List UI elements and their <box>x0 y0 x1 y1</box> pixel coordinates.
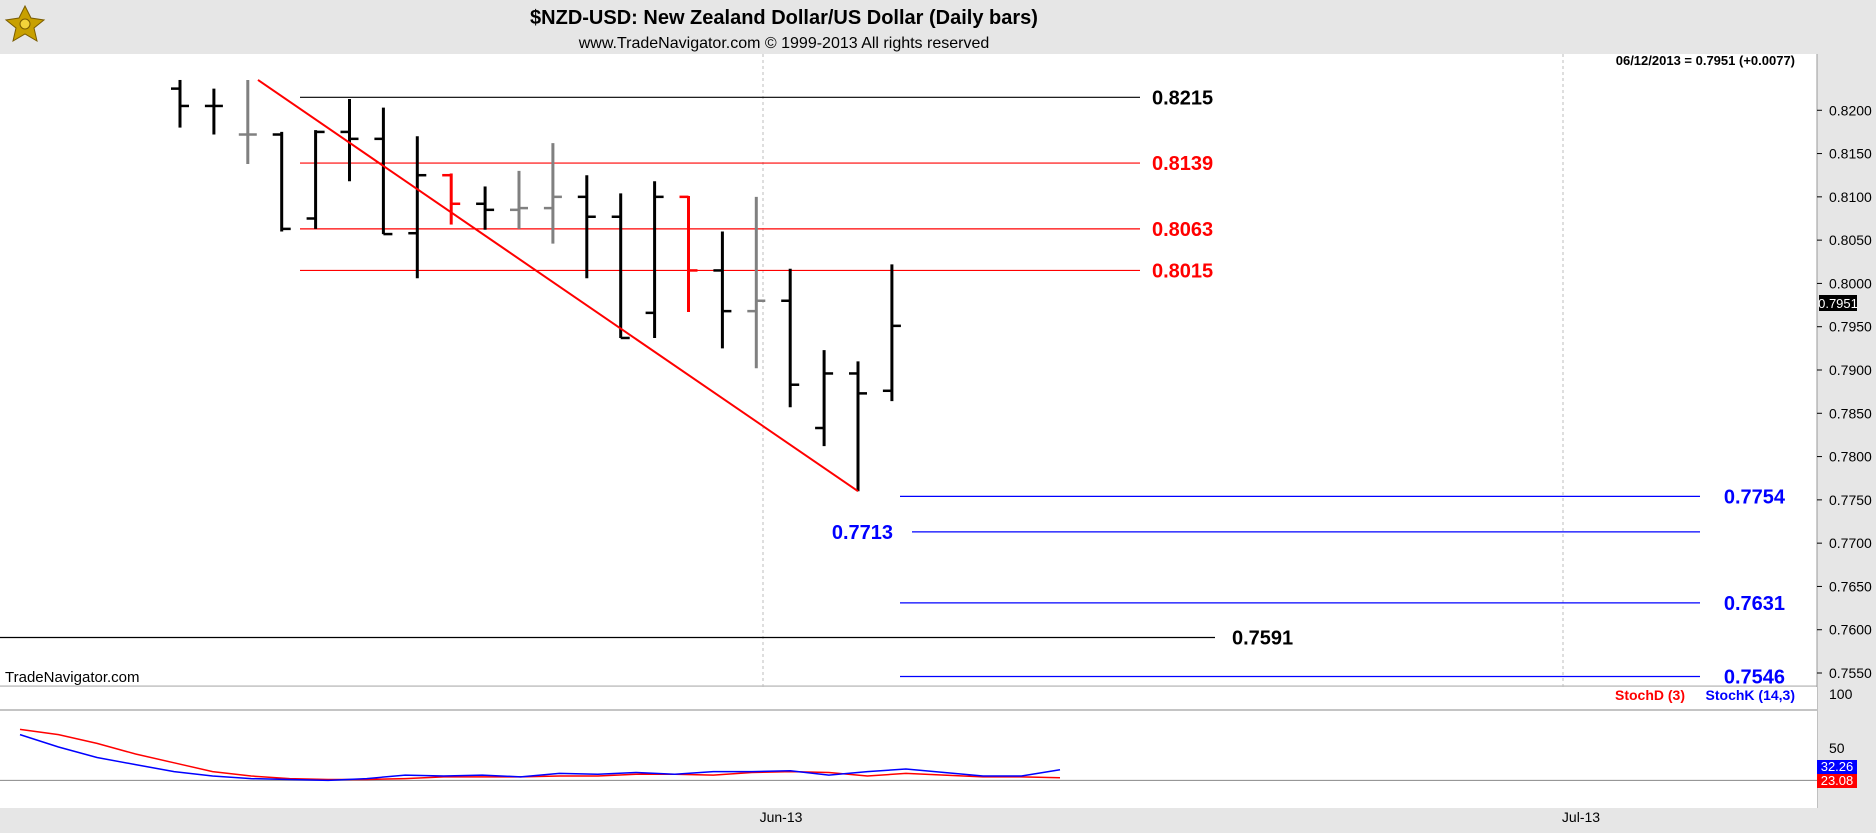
time-tick-label: Jul-13 <box>1562 809 1600 825</box>
level-label: 0.7631 <box>1724 593 1785 615</box>
stoch-tick-label: 50 <box>1829 740 1845 756</box>
stoch-series-line <box>19 733 1061 782</box>
logo-icon <box>4 4 46 43</box>
legend-stochd: StochD (3) <box>1615 687 1685 703</box>
ohlc-bar <box>442 173 461 225</box>
last-price-label: 0.7951 <box>1818 296 1858 311</box>
price-tick-label: 0.7900 <box>1829 362 1872 378</box>
level-label: 0.8139 <box>1152 153 1213 175</box>
ohlc-bar <box>849 361 867 492</box>
time-axis: Jun-13 Jul-13 <box>760 809 1601 825</box>
price-tick-label: 0.8000 <box>1829 275 1872 291</box>
price-tick-label: 0.7950 <box>1829 319 1872 335</box>
level-label: 0.8215 <box>1152 87 1213 109</box>
price-axis: 0.8200 0.8150 0.8100 0.8050 0.8000 0.7950 0.79… <box>1817 102 1872 681</box>
ohlc-bar <box>611 193 630 340</box>
ohlc-bar <box>645 181 664 338</box>
price-tick-label: 0.8200 <box>1829 102 1872 118</box>
ohlc-bar <box>781 268 800 408</box>
stoch-series-line <box>19 728 1061 781</box>
last-price-marker <box>1819 295 1857 311</box>
ohlc-bar <box>882 264 901 402</box>
ohlc-bar <box>272 131 291 232</box>
stochastic-lines <box>19 728 1061 782</box>
price-tick-label: 0.8150 <box>1829 146 1872 162</box>
ohlc-bar <box>238 79 257 164</box>
ohlc-bars <box>171 79 901 492</box>
price-tick-label: 0.7700 <box>1829 535 1872 551</box>
legend-stochk: StochK (14,3) <box>1706 687 1795 703</box>
price-tick-label: 0.7550 <box>1829 665 1872 681</box>
ohlc-bar <box>510 170 528 229</box>
stochk-marker <box>1817 760 1857 774</box>
ohlc-bar <box>340 99 359 182</box>
ohlc-bar <box>747 196 766 369</box>
ohlc-bar <box>306 130 325 229</box>
ohlc-bar <box>374 107 393 236</box>
ohlc-bar <box>543 143 562 244</box>
price-panel <box>0 54 1817 686</box>
level-label: 0.7591 <box>1232 628 1293 650</box>
trendline-segment <box>257 79 859 493</box>
price-tick-label: 0.8100 <box>1829 189 1872 205</box>
chart-title: $NZD-USD: New Zealand Dollar/US Dollar (… <box>530 7 1038 29</box>
price-tick-label: 0.7800 <box>1829 449 1872 465</box>
ohlc-bar <box>171 79 189 128</box>
watermark: TradeNavigator.com <box>5 669 140 686</box>
price-readout: 06/12/2013 = 0.7951 (+0.0077) <box>1616 53 1795 68</box>
time-tick-label: Jun-13 <box>760 809 803 825</box>
stochd-last-label: 23.08 <box>1821 773 1854 788</box>
stochastic-panel <box>0 687 1817 808</box>
ohlc-bar <box>679 195 698 312</box>
trendline <box>257 79 859 493</box>
price-tick-label: 0.7750 <box>1829 492 1872 508</box>
ohlc-bar <box>408 136 427 279</box>
price-tick-label: 0.8050 <box>1829 232 1872 248</box>
stochd-marker <box>1817 774 1857 788</box>
price-tick-label: 0.7850 <box>1829 405 1872 421</box>
level-label: 0.7546 <box>1724 666 1785 688</box>
copyright-text: www.TradeNavigator.com © 1999-2013 All r… <box>578 35 990 52</box>
stochk-last-label: 32.26 <box>1821 759 1854 774</box>
ohlc-bar <box>204 88 223 135</box>
price-tick-label: 0.7650 <box>1829 578 1872 594</box>
price-tick-label: 0.7600 <box>1829 622 1872 638</box>
level-label: 0.7754 <box>1724 486 1786 508</box>
ohlc-bar <box>815 350 834 447</box>
level-label: 0.8015 <box>1152 260 1213 282</box>
ohlc-bar <box>713 231 732 349</box>
ohlc-bar <box>476 186 495 230</box>
level-label: 0.7713 <box>832 522 893 544</box>
stoch-tick-label: 100 <box>1829 686 1853 702</box>
ohlc-bar <box>577 175 596 279</box>
level-label: 0.8063 <box>1152 219 1213 241</box>
